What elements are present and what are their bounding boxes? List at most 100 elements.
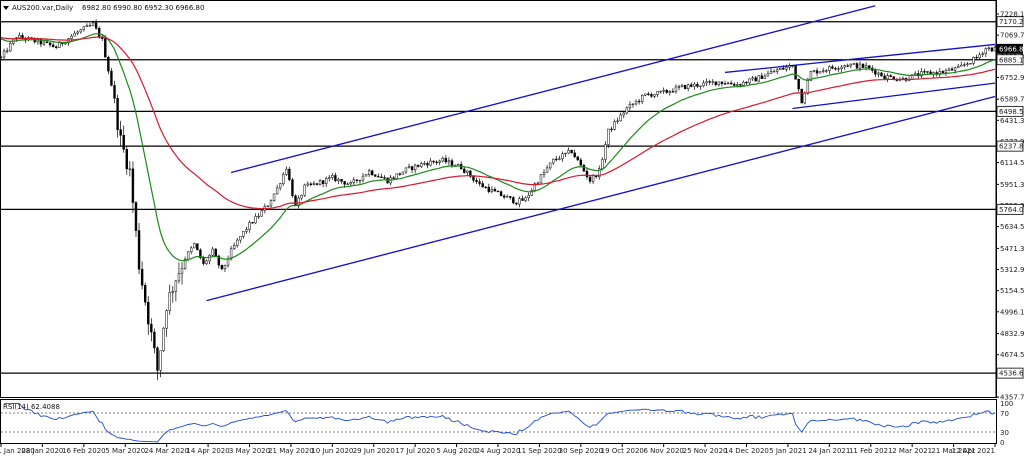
current-price-label: 6966.80 bbox=[999, 45, 1024, 53]
candle-bull bbox=[785, 66, 788, 70]
candle-bear bbox=[831, 66, 834, 69]
price-tick-label: 5154.50 bbox=[1000, 287, 1024, 295]
candle-bear bbox=[435, 161, 438, 164]
candle-bear bbox=[220, 264, 224, 270]
candle-bull bbox=[180, 268, 184, 274]
candle-bull bbox=[242, 231, 245, 237]
lower-channel-line[interactable] bbox=[206, 95, 996, 302]
candle-bull bbox=[318, 180, 322, 185]
candle-bear bbox=[729, 82, 733, 85]
candle-bull bbox=[162, 327, 165, 351]
candle-bear bbox=[147, 301, 150, 325]
candle-bull bbox=[717, 81, 721, 85]
rsi-tick-30: 30 bbox=[1000, 429, 1009, 437]
rsi-tick-0: 0 bbox=[1000, 439, 1004, 447]
rsi-tick-100: 100 bbox=[1000, 400, 1013, 408]
candle-bear bbox=[579, 159, 583, 166]
candle-bull bbox=[644, 93, 647, 96]
candle-bull bbox=[828, 66, 831, 71]
candle-bull bbox=[858, 63, 862, 69]
candle-bear bbox=[55, 46, 58, 48]
candle-bear bbox=[555, 158, 558, 161]
candle-bull bbox=[282, 174, 285, 184]
time-tick-label: 24 Jan 2021 bbox=[808, 447, 850, 455]
candle-bull bbox=[420, 163, 423, 167]
candle-bear bbox=[113, 85, 116, 99]
candle-bear bbox=[883, 75, 886, 80]
candle-bull bbox=[769, 71, 773, 74]
price-tick-label: 6114.50 bbox=[1000, 159, 1024, 167]
candle-bull bbox=[598, 168, 601, 178]
candle-bull bbox=[2, 50, 6, 58]
candle-bear bbox=[889, 75, 892, 78]
candle-bull bbox=[628, 104, 632, 109]
time-tick-label: 2 Mar 2021 bbox=[892, 447, 932, 455]
candle-bear bbox=[125, 149, 128, 170]
candle-bear bbox=[371, 170, 374, 176]
candle-bull bbox=[239, 236, 242, 241]
candle-bear bbox=[760, 75, 764, 79]
candle-bull bbox=[659, 90, 662, 93]
candle-bull bbox=[969, 63, 972, 65]
upper-channel-line[interactable] bbox=[230, 5, 876, 174]
candle-bear bbox=[309, 183, 313, 185]
candle-bull bbox=[64, 42, 67, 45]
level-price-label: 6885.15 bbox=[999, 56, 1024, 64]
candle-bear bbox=[861, 63, 865, 68]
candle-bear bbox=[512, 197, 515, 204]
candle-bull bbox=[944, 70, 948, 73]
candle-bull bbox=[677, 86, 681, 88]
symbol-dropdown-icon[interactable] bbox=[3, 6, 9, 10]
level-price-box bbox=[996, 367, 1024, 379]
candle-bear bbox=[251, 222, 254, 224]
candle-bear bbox=[134, 202, 138, 231]
candle-bear bbox=[463, 168, 466, 173]
candle-bear bbox=[478, 181, 481, 184]
trendlines[interactable] bbox=[206, 5, 996, 302]
candle-bull bbox=[653, 94, 656, 97]
candle-bear bbox=[131, 168, 135, 203]
candle-bear bbox=[708, 81, 711, 83]
candle-bear bbox=[153, 331, 156, 349]
candle-bear bbox=[291, 179, 294, 197]
candle-bear bbox=[797, 79, 800, 90]
candle-bull bbox=[619, 114, 622, 122]
candle-bear bbox=[745, 81, 748, 84]
candle-bear bbox=[754, 77, 757, 82]
time-tick-label: 3 May 2020 bbox=[229, 447, 270, 455]
price-tick-label: 4832.90 bbox=[1000, 330, 1024, 338]
inner-upper-channel-line[interactable] bbox=[724, 43, 996, 74]
candle-bull bbox=[18, 35, 21, 39]
candle-bull bbox=[70, 35, 73, 39]
candle-bull bbox=[349, 182, 352, 185]
candle-bull bbox=[229, 248, 233, 260]
horizontal-levels[interactable] bbox=[1, 21, 996, 374]
candle-bull bbox=[613, 121, 616, 130]
candle-bear bbox=[800, 88, 803, 104]
candle-bull bbox=[631, 103, 635, 105]
moving-averages bbox=[0, 33, 996, 262]
candle-bull bbox=[395, 173, 398, 179]
candle-bear bbox=[472, 176, 475, 181]
candle-bear bbox=[576, 156, 579, 161]
candle-bear bbox=[45, 41, 49, 43]
candle-bear bbox=[383, 177, 386, 179]
candle-bull bbox=[324, 178, 328, 184]
price-tick-label: 6589.70 bbox=[1000, 96, 1024, 104]
candle-bull bbox=[269, 200, 273, 207]
rsi-panel: RSI(14) 62.4088 100 70 30 0 bbox=[1, 400, 1013, 447]
candle-bull bbox=[205, 260, 208, 264]
candle-bull bbox=[947, 68, 951, 71]
candle-bull bbox=[542, 171, 546, 176]
candle-bear bbox=[690, 84, 693, 87]
candle-bull bbox=[748, 78, 751, 84]
candle-bear bbox=[723, 83, 727, 85]
inner-lower-channel-line[interactable] bbox=[792, 82, 996, 110]
time-tick-label: 11 Feb 2021 bbox=[849, 447, 893, 455]
candle-bear bbox=[683, 84, 687, 90]
candle-bear bbox=[950, 68, 954, 71]
candle-bull bbox=[211, 248, 214, 256]
symbol-label: AUS200.var,Daily bbox=[12, 4, 73, 12]
